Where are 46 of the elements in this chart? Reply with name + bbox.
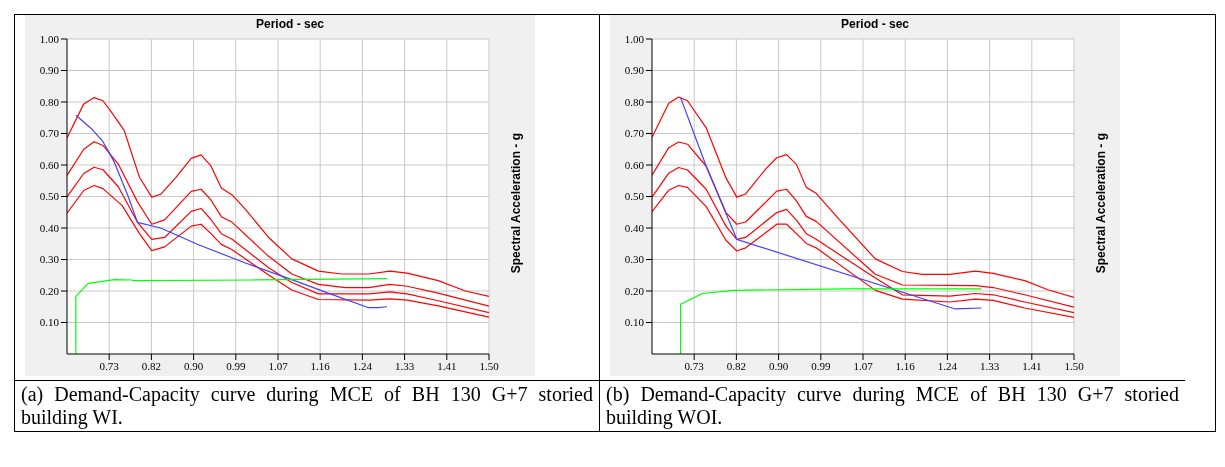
y-tick-label: 0.80 [624,95,645,108]
text: (a) Demand-Capacity curve during MCE of BH 130 G+7 storied building WI. [21,383,593,429]
y-tick-label: 0.10 [624,316,645,329]
y-tick-label: 0.50 [39,190,60,203]
x-tick-label: 0.73 [684,359,705,372]
x-tick-label: 0.73 [99,359,120,372]
x-tick-label: 1.24 [352,359,373,372]
y-tick-label: 0.70 [39,127,60,140]
y-tick-label: 0.90 [39,64,60,77]
x-tick-label: 1.41 [1022,359,1042,372]
x-tick-label: 1.33 [394,359,415,372]
y-tick-label: 0.20 [39,284,60,297]
y-tick-label: 0.50 [624,190,645,203]
x-tick-label: 1.07 [268,359,289,372]
x-tick-label: 1.50 [479,359,500,372]
y-tick-label: 0.40 [39,221,60,234]
x-tick-label: 0.99 [226,359,246,372]
x-tick-label: 1.24 [937,359,958,372]
y-tick-label: 0.60 [39,158,60,171]
y-tick-label: 0.30 [39,253,60,266]
x-axis-title: Period - sec [255,17,325,31]
x-tick-label: 1.41 [437,359,457,372]
y-tick-label: 0.70 [624,127,645,140]
y-axis-title: Spectral Acceleration - g [509,133,523,274]
y-tick-label: 0.20 [624,284,645,297]
x-tick-label: 1.07 [853,359,874,372]
x-tick-label: 1.16 [895,359,916,372]
y-tick-label: 0.30 [624,253,645,266]
y-tick-label: 1.00 [39,32,60,45]
y-tick-label: 0.90 [624,64,645,77]
y-tick-label: 0.40 [624,221,645,234]
x-tick-label: 0.99 [811,359,831,372]
x-tick-label: 0.90 [183,359,204,372]
x-tick-label: 1.33 [979,359,1000,372]
y-axis-title: Spectral Acceleration - g [1094,133,1108,274]
x-tick-label: 1.50 [1064,359,1085,372]
text: (b) Demand-Capacity curve during MCE of BH 130 G+7 storied building WOI. [606,383,1179,429]
x-tick-label: 0.82 [726,359,747,372]
y-tick-label: 1.00 [624,32,645,45]
x-tick-label: 0.82 [141,359,162,372]
y-tick-label: 0.80 [39,95,60,108]
y-tick-label: 0.10 [39,316,60,329]
y-tick-label: 0.60 [624,158,645,171]
x-tick-label: 0.90 [768,359,789,372]
x-tick-label: 1.16 [310,359,331,372]
x-axis-title: Period - sec [840,17,910,31]
